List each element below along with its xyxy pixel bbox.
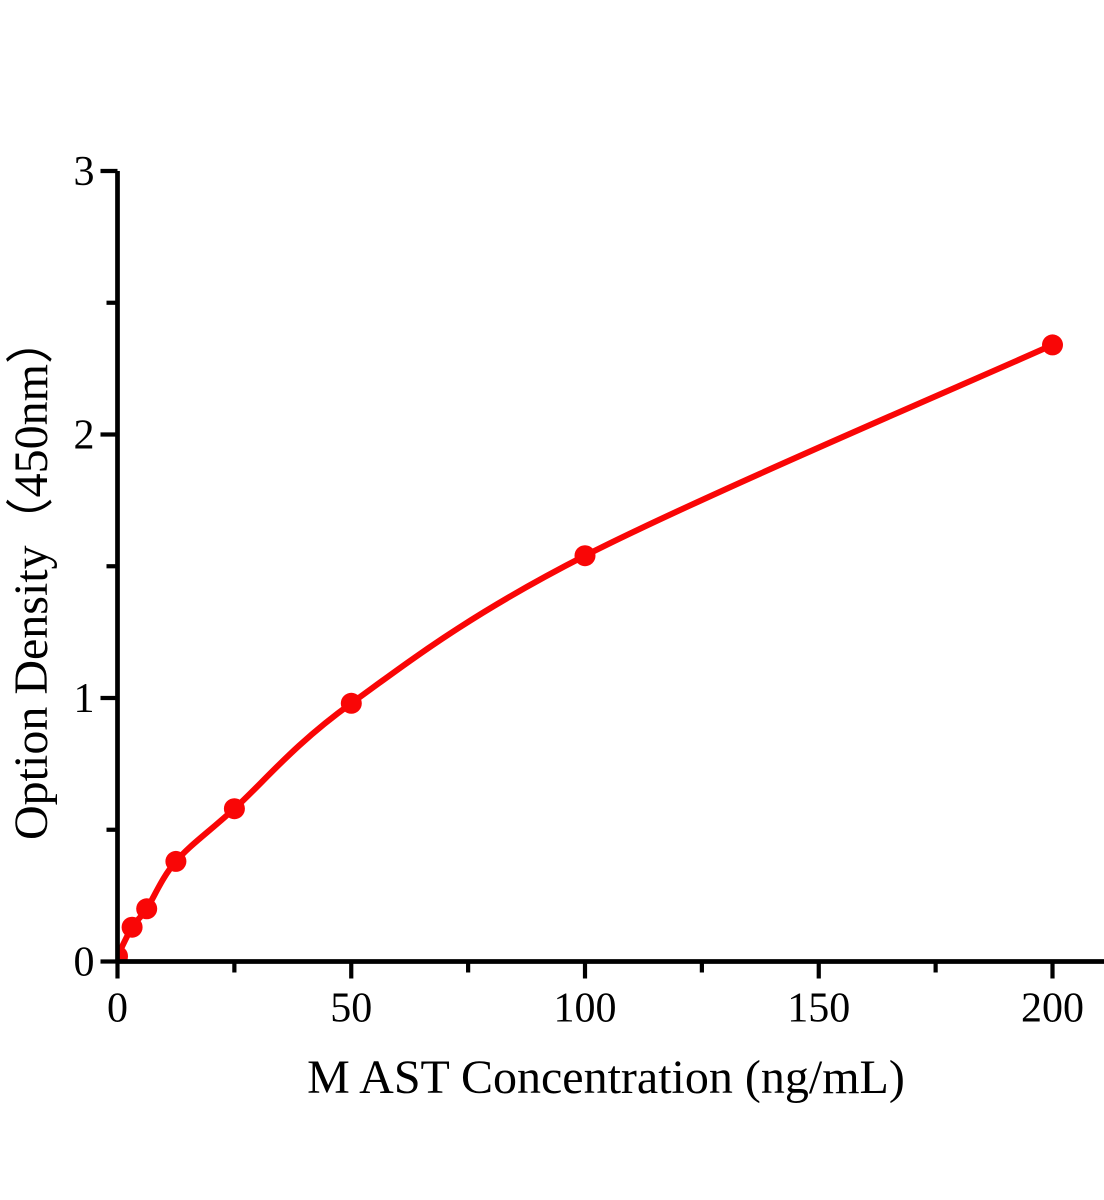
y-tick-label: 2: [74, 413, 95, 459]
axes-layer: [100, 168, 1104, 979]
x-tick-label: 0: [107, 986, 128, 1032]
data-point-marker: [340, 692, 362, 714]
data-point-marker: [1042, 334, 1063, 356]
x-tick-label: 100: [554, 986, 617, 1032]
data-point-marker: [117, 945, 128, 962]
y-axis-title: Option Density（450nm）: [5, 316, 58, 840]
axis-title-layer: M AST Concentration (ng/mL) Option Densit…: [5, 316, 905, 1104]
standard-curve-line: [117, 341, 1056, 960]
data-point-marker: [574, 545, 596, 567]
x-tick-label: 150: [787, 986, 850, 1032]
data-point-marker: [121, 916, 143, 938]
data-point-marker: [165, 850, 187, 872]
data-point-marker: [136, 898, 158, 920]
y-tick-label: 0: [74, 940, 95, 986]
data-point-marker: [223, 798, 245, 820]
x-axis-title: M AST Concentration (ng/mL): [307, 1051, 905, 1104]
data-series-layer: [117, 334, 1063, 962]
y-tick-label: 1: [74, 676, 95, 722]
x-tick-label: 200: [1021, 986, 1084, 1032]
x-tick-label: 50: [330, 986, 372, 1032]
tick-label-layer: 0 50 100 150 200 0 1 2 3: [74, 149, 1085, 1032]
y-tick-label: 3: [74, 149, 95, 195]
